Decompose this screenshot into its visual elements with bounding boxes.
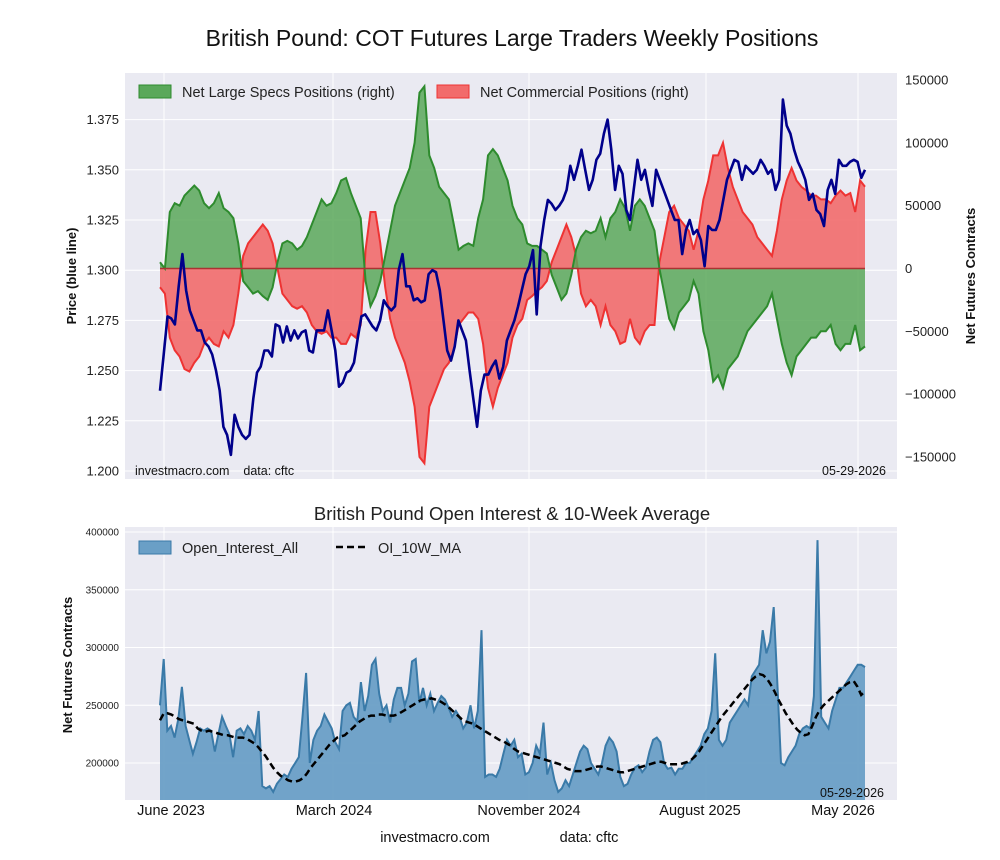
date-tick-label: November 2024: [477, 803, 580, 819]
moving-average-layer: [158, 672, 866, 783]
price-tick-label: 1.225: [86, 413, 119, 428]
net-contracts-tick-label: 150000: [905, 73, 948, 88]
legend-label-specs: Net Large Specs Positions (right): [182, 85, 395, 101]
positions-legend: Net Large Specs Positions (right) Net Co…: [138, 84, 689, 101]
price-line: [158, 98, 867, 457]
price-line-layer: [158, 98, 867, 457]
price-tick-label: 1.200: [86, 464, 119, 479]
open-interest-tick-label: 250000: [86, 701, 120, 712]
open-interest-axis-label: Net Futures Contracts: [60, 597, 75, 734]
open-interest-area-layer: [159, 540, 866, 800]
legend-label-commercial: Net Commercial Positions (right): [480, 85, 689, 101]
legend-label-moving-average: OI_10W_MA: [378, 541, 461, 557]
price-tick-label: 1.275: [86, 313, 119, 328]
date-axis-ticks: June 2023 March 2024 November 2024 August 2…: [137, 803, 875, 819]
positions-date-stamp: 05-29-2026: [822, 464, 886, 478]
positions-chart: 1.200 1.225 1.250 1.275 1.300 1.325 1.350 1.375…: [64, 73, 978, 479]
open-interest-date-stamp: 05-29-2026: [820, 786, 884, 800]
open-interest-line: [159, 540, 866, 795]
price-tick-label: 1.350: [86, 162, 119, 177]
footer-source: data: cftc: [560, 830, 619, 846]
legend-swatch-open-interest: [138, 540, 172, 555]
open-interest-tick-label: 300000: [86, 643, 120, 654]
date-tick-label: August 2025: [659, 803, 740, 819]
open-interest-axis-ticks: 200000 250000 300000 350000 400000: [86, 528, 120, 770]
open-interest-tick-label: 350000: [86, 585, 120, 596]
figure-title: British Pound: COT Futures Large Traders…: [206, 25, 819, 51]
price-axis-ticks: 1.200 1.225 1.250 1.275 1.300 1.325 1.350 1.375: [86, 112, 119, 478]
price-tick-label: 1.325: [86, 213, 119, 228]
open-interest-tick-label: 400000: [86, 528, 120, 539]
moving-average-line: [158, 672, 866, 783]
net-contracts-tick-label: −50000: [905, 324, 949, 339]
net-contracts-axis-ticks: −150000 −100000 −50000 0 50000 100000 150000: [905, 73, 956, 465]
date-tick-label: May 2026: [811, 803, 875, 819]
specs-area-layer: [159, 83, 866, 392]
net-contracts-tick-label: −150000: [905, 449, 956, 464]
open-interest-tick-label: 200000: [86, 759, 120, 770]
specs-area: [160, 86, 865, 388]
price-tick-label: 1.375: [86, 112, 119, 127]
price-tick-label: 1.300: [86, 263, 119, 278]
specs-line: [159, 83, 866, 392]
commercial-area: [160, 142, 865, 464]
legend-swatch-specs: [138, 84, 172, 99]
net-contracts-tick-label: 100000: [905, 135, 948, 150]
date-tick-label: March 2024: [296, 803, 373, 819]
net-contracts-tick-label: 0: [905, 261, 912, 276]
open-interest-legend: Open_Interest_All OI_10W_MA: [138, 540, 461, 557]
positions-watermark: investmacro.com data: cftc: [135, 464, 294, 478]
price-tick-label: 1.250: [86, 363, 119, 378]
legend-swatch-commercial: [436, 84, 470, 99]
net-contracts-tick-label: −100000: [905, 387, 956, 402]
net-contracts-tick-label: 50000: [905, 198, 941, 213]
date-tick-label: June 2023: [137, 803, 205, 819]
net-contracts-axis-label: Net Futures Contracts: [963, 208, 978, 345]
legend-label-open-interest: Open_Interest_All: [182, 541, 298, 557]
open-interest-area: [160, 540, 865, 800]
open-interest-chart: 200000 250000 300000 350000 400000 June 2023…: [60, 527, 897, 819]
footer-site: investmacro.com: [380, 830, 490, 846]
price-axis-label: Price (blue line): [64, 228, 79, 325]
open-interest-title: British Pound Open Interest & 10-Week Av…: [314, 503, 710, 524]
